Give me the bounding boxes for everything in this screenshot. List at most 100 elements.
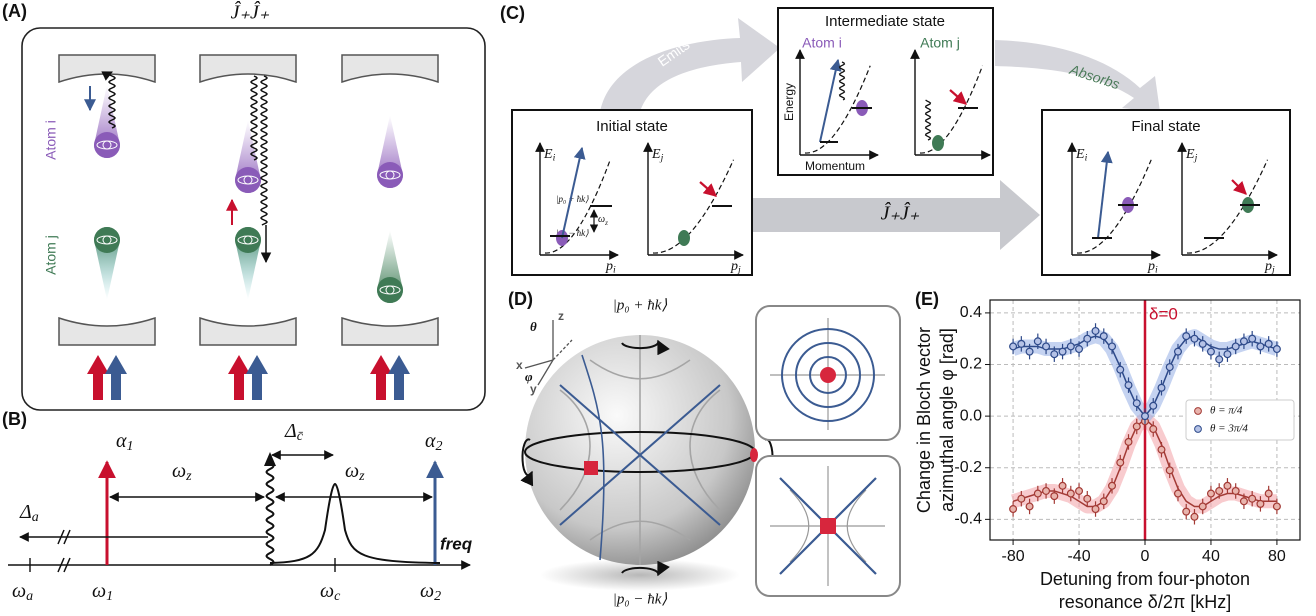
laser-arrow: [228, 355, 250, 374]
data-point: [1199, 503, 1206, 510]
legend-label: θ = π/4: [1210, 405, 1243, 417]
mirror: [59, 55, 155, 82]
y-tick-label: 0.4: [960, 304, 982, 321]
omega-z-label-tspan: z: [358, 469, 365, 484]
x-tick-label: 40: [1202, 548, 1220, 565]
alpha-label-tspan: 2: [436, 439, 443, 454]
data-point: [1183, 333, 1190, 340]
photon: [261, 76, 267, 225]
data-point: [1026, 503, 1033, 510]
data-point: [1249, 495, 1256, 502]
laser-arrow: [234, 372, 244, 400]
laser-arrow: [252, 372, 262, 400]
data-point: [1175, 348, 1182, 355]
data-point: [1142, 413, 1149, 420]
theta-label: θ: [530, 319, 537, 334]
axis-label-base: E: [543, 147, 553, 162]
data-point: [1274, 346, 1281, 353]
axis-label-base: E: [651, 147, 661, 162]
atom: [94, 227, 120, 253]
laser-arrow: [93, 372, 103, 400]
data-point: [1265, 340, 1272, 347]
photon-arrow: [264, 452, 276, 466]
panel-label: (D): [508, 289, 533, 309]
data-point: [1249, 335, 1256, 342]
axis-label-base: E: [1075, 147, 1085, 162]
delta-a-label: Δa: [19, 501, 39, 526]
data-point: [1133, 400, 1140, 407]
laser-arrow: [105, 355, 127, 374]
delta-a-label-tspan: a: [32, 510, 39, 525]
omega-z-label-tspan: z: [604, 219, 608, 227]
y-tick-label: -0.2: [954, 459, 982, 476]
reference-label: δ=0: [1149, 304, 1178, 323]
omega-z-label-tspan: ω: [598, 214, 605, 225]
panel-d-g-line: [553, 340, 572, 360]
laser-arrow: [370, 355, 392, 374]
data-point: [1191, 335, 1198, 342]
omega-label: ω2: [420, 580, 441, 605]
data-point: [1034, 490, 1041, 497]
panel-d-ellipse: [750, 448, 758, 462]
laser-arrow: [376, 372, 386, 400]
atom-label: Atom j: [920, 35, 960, 51]
data-point: [1034, 338, 1041, 345]
data-point: [1043, 488, 1050, 495]
data-point: [1166, 364, 1173, 371]
laser-arrow: [246, 355, 268, 374]
omega-label-tspan: ω: [420, 580, 434, 602]
data-point: [1191, 513, 1198, 520]
omega-label: ωc: [320, 580, 341, 605]
data-point: [1109, 343, 1116, 350]
panel-e: Change in Bloch vector azimuthal angle φ…: [914, 300, 1300, 612]
data-point: [1100, 498, 1107, 505]
atom-label: Atom i: [43, 120, 59, 160]
data-point: [1216, 356, 1223, 363]
data-point: [1125, 439, 1132, 446]
data-point: [1051, 493, 1058, 500]
data-point: [1051, 351, 1058, 358]
panel-d-rect: [584, 461, 598, 475]
data-point: [1216, 488, 1223, 495]
data-point: [1208, 490, 1215, 497]
delta-c-label: Δc̄: [284, 420, 304, 445]
alpha-label-tspan: 1: [127, 439, 134, 454]
axis-label: Energy: [782, 83, 796, 121]
axis-label-sub: i: [1155, 265, 1158, 276]
data-point: [1026, 348, 1033, 355]
axis-label-base: E: [1185, 147, 1195, 162]
alpha-label-tspan: α: [425, 430, 436, 452]
axis-label-sub: i: [613, 265, 616, 276]
axis-label-base: p: [1147, 259, 1155, 274]
omega-z-label: ωz: [345, 460, 365, 485]
data-point: [1257, 500, 1264, 507]
operator: Ĵ₊Ĵ₊: [231, 0, 270, 24]
atom: [235, 227, 261, 253]
panel-b: α1 α2 Δa Δc̄ ωz ωz freq ωa ω1 ωc ω2: [8, 420, 473, 605]
data-point: [1084, 335, 1091, 342]
omega-label-tspan: c: [334, 589, 341, 604]
data-point: [1076, 488, 1083, 495]
y-tick-label: 0.2: [960, 356, 982, 373]
data-point: [1067, 490, 1074, 497]
omega-label-tspan: ω: [12, 580, 26, 602]
atom-label: Atom i: [802, 35, 842, 51]
data-point: [1125, 382, 1132, 389]
legend-marker: [1195, 408, 1202, 415]
x-tick-label: -40: [1067, 548, 1090, 565]
axis-label-base: p: [605, 259, 613, 274]
axis-label-sub: i: [553, 153, 556, 164]
box-title: Intermediate state: [825, 13, 945, 30]
panel-c-path: [600, 18, 780, 112]
data-point: [1199, 340, 1206, 347]
data-point: [1232, 488, 1239, 495]
data-point: [1084, 495, 1091, 502]
freq-label: freq: [440, 534, 473, 553]
omega-z-label-tspan: ω: [345, 460, 359, 482]
ket-label: |p₀ + ħk⟩: [613, 297, 668, 313]
data-point: [1018, 340, 1025, 347]
x-tick-label: 80: [1268, 548, 1286, 565]
alpha-label: α1: [116, 430, 134, 455]
panel-label: (E): [915, 289, 939, 309]
phi-label: φ: [525, 369, 533, 384]
